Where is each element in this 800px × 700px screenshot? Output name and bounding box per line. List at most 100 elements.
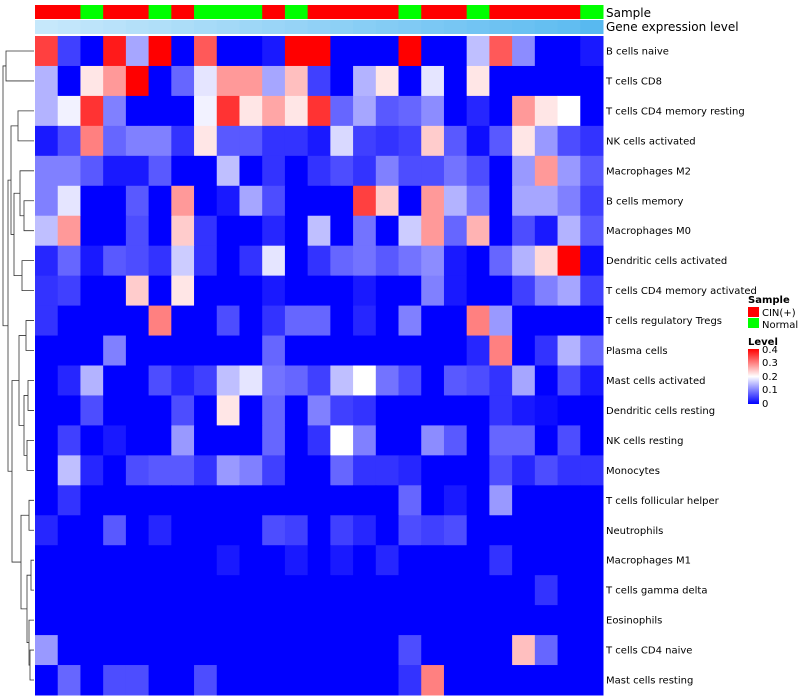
heatmap-cell — [103, 215, 127, 247]
heatmap-cell — [421, 425, 445, 456]
heatmap-cell — [194, 335, 218, 366]
heatmap-cell — [443, 425, 468, 456]
heatmap-cell — [194, 395, 218, 426]
heatmap-cell — [398, 305, 422, 337]
heatmap-cell — [489, 155, 513, 187]
heatmap-cell — [307, 245, 331, 277]
heatmap-cell — [534, 125, 559, 157]
heatmap-cell — [57, 185, 81, 217]
heatmap-cell — [57, 215, 81, 247]
heatmap-cell — [330, 485, 354, 516]
sample-cell — [443, 5, 468, 19]
dendrogram-branch — [29, 649, 34, 681]
heatmap-cell — [489, 305, 513, 337]
heatmap-cell — [398, 36, 422, 67]
heatmap-cell — [512, 36, 536, 67]
heatmap-cell — [330, 425, 354, 456]
heatmap-cell — [284, 65, 309, 97]
heatmap-cell — [489, 545, 513, 576]
heatmap-cell — [284, 215, 309, 247]
sample-cell — [580, 5, 604, 19]
heatmap-cell — [512, 125, 536, 157]
heatmap-cell — [307, 665, 331, 696]
heatmap-cell — [216, 395, 240, 426]
heatmap-cell — [398, 485, 422, 516]
sample-cell — [421, 5, 445, 19]
heatmap-cell — [398, 65, 422, 97]
heatmap-cell — [580, 665, 604, 696]
heatmap-cell — [125, 125, 150, 157]
sample-cell — [171, 5, 195, 19]
heatmap-cell — [35, 185, 59, 217]
heatmap-cell — [466, 185, 490, 217]
heatmap-cell — [557, 605, 581, 636]
row-label: Monocytes — [606, 466, 660, 477]
heatmap-cell — [57, 125, 81, 157]
heatmap-cell — [353, 185, 377, 217]
heatmap-cell — [580, 575, 604, 606]
heatmap-cell — [171, 185, 195, 217]
heatmap-cell — [398, 605, 422, 636]
heatmap-cell — [284, 545, 309, 576]
heatmap-cell — [534, 425, 559, 456]
legend-level-tick-2: 0.2 — [762, 372, 778, 383]
heatmap-cell — [534, 65, 559, 97]
heatmap-cell — [80, 425, 104, 456]
heatmap-cell — [580, 515, 604, 546]
sample-cell — [307, 5, 331, 19]
heatmap-cell — [353, 635, 377, 666]
heatmap-cell — [466, 665, 490, 696]
heatmap-cell — [125, 485, 150, 516]
heatmap-cell — [35, 605, 59, 636]
row-label: NK cells activated — [606, 136, 696, 147]
heatmap-cell — [262, 36, 286, 67]
sample-cell — [194, 5, 218, 19]
heatmap-cell — [171, 545, 195, 576]
heatmap-cell — [375, 425, 400, 456]
heatmap-cell — [398, 635, 422, 666]
heatmap-cell — [443, 215, 468, 247]
heatmap-cell — [557, 125, 581, 157]
heatmap-cell — [580, 275, 604, 307]
heatmap-cell — [330, 215, 354, 247]
heatmap-cell — [330, 335, 354, 366]
heatmap-cell — [125, 185, 150, 217]
heatmap-cell — [171, 515, 195, 546]
heatmap-cell — [512, 365, 536, 396]
heatmap-cell — [330, 575, 354, 606]
heatmap-cell — [171, 395, 195, 426]
heatmap-cell — [421, 335, 445, 366]
heatmap-cell — [330, 635, 354, 666]
heatmap-cell — [148, 635, 172, 666]
heatmap-cell — [512, 215, 536, 247]
track-label-expression: Gene expression level — [606, 20, 739, 34]
heatmap-cell — [171, 635, 195, 666]
row-label: Dendritic cells activated — [606, 256, 727, 267]
heatmap-cell — [262, 245, 286, 277]
heatmap-cell — [57, 515, 81, 546]
heatmap-cell — [284, 275, 309, 307]
heatmap-cell — [284, 515, 309, 546]
heatmap-cell — [375, 185, 400, 217]
heatmap-cell — [103, 575, 127, 606]
heatmap-cell — [421, 395, 445, 426]
heatmap-cell — [534, 245, 559, 277]
heatmap-cell — [557, 635, 581, 666]
dendrogram-branch — [23, 200, 34, 232]
expression-cell — [443, 20, 468, 34]
heatmap-cell — [216, 245, 240, 277]
heatmap-cell — [216, 485, 240, 516]
heatmap-cell — [307, 36, 331, 67]
heatmap-cell — [262, 575, 286, 606]
heatmap-cell — [512, 185, 536, 217]
expression-cell — [216, 20, 240, 34]
heatmap-cell — [443, 515, 468, 546]
heatmap-cell — [125, 335, 150, 366]
heatmap-cell — [421, 185, 445, 217]
legend: Sample CIN(+) Normal Level 0.4 0.3 0.2 0… — [748, 295, 798, 410]
heatmap-cell — [557, 95, 581, 127]
heatmap-cell — [148, 95, 172, 127]
heatmap-cell — [194, 575, 218, 606]
heatmap-cell — [421, 605, 445, 636]
sample-cell — [398, 5, 422, 19]
